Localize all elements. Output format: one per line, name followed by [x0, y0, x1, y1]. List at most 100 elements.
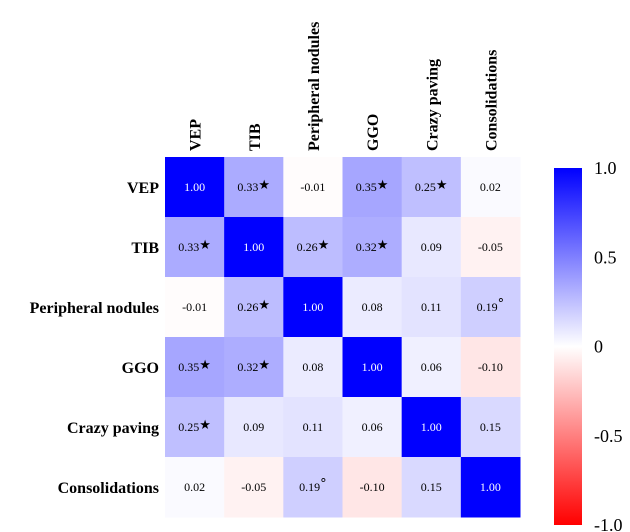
row-label: GGO — [122, 360, 159, 377]
cell-value-label: -0.10 — [478, 360, 503, 374]
cell-value-label: 0.19° — [477, 297, 505, 314]
heatmap-cell — [165, 457, 225, 518]
heatmap-cell — [283, 277, 343, 338]
cell-value-label: 0.08 — [302, 360, 323, 374]
cell-value-label: 0.11 — [303, 420, 324, 434]
cell-value-label: -0.10 — [360, 480, 385, 494]
cell-value-label: 0.09 — [421, 240, 442, 254]
colorbar-tick-label: -0.5 — [594, 426, 623, 446]
cell-value-label: 0.06 — [421, 360, 442, 374]
cell-value-label: 1.00 — [421, 420, 442, 434]
heatmap-cell — [401, 337, 462, 398]
significance-marker: ° — [498, 297, 505, 312]
column-label: VEP — [188, 119, 205, 151]
cell-value-label: 0.35★ — [178, 358, 211, 374]
column-label: Consolidations — [483, 50, 500, 151]
cell-value-label: 0.19° — [299, 477, 327, 494]
significance-marker: ★ — [377, 238, 389, 253]
cell-value-label: 0.02 — [480, 180, 501, 194]
cell-value-label: 1.00 — [302, 300, 323, 314]
heatmap-cell — [460, 217, 521, 278]
heatmap-cell — [401, 157, 462, 218]
heatmap-cell — [401, 397, 462, 458]
heatmap-cell — [224, 337, 284, 398]
cell-value-label: 0.26★ — [297, 238, 330, 254]
cell-value-label: 0.02 — [184, 480, 205, 494]
heatmap-cell — [401, 457, 462, 518]
significance-marker: ★ — [258, 178, 270, 193]
cell-value-label: 0.32★ — [356, 238, 389, 254]
significance-marker: ★ — [199, 238, 211, 253]
cell-value-label: 0.09 — [243, 420, 264, 434]
column-label: TIB — [247, 123, 264, 151]
cell-value-label: 0.15 — [421, 480, 442, 494]
cell-value-label: -0.01 — [182, 300, 207, 314]
significance-marker: ★ — [377, 178, 389, 193]
heatmap-cell — [224, 457, 284, 518]
cell-value-label: 0.35★ — [356, 178, 389, 194]
cell-value-label: -0.05 — [478, 240, 503, 254]
heatmap-cell — [342, 217, 403, 278]
heatmap-cell-labels: 1.00 0.33★ -0.01 0.35★ 0.25★ 0.02 0.33★ 1.00 0.2… — [178, 178, 504, 494]
column-label: Crazy paving — [424, 59, 441, 151]
row-label: VEP — [127, 180, 159, 197]
cell-value-label: 0.33★ — [237, 178, 270, 194]
cell-value-label: 0.08 — [362, 300, 383, 314]
colorbar-tick-label: 1.0 — [594, 158, 617, 178]
row-label: Peripheral nodules — [30, 300, 159, 317]
heatmap-cell — [283, 217, 343, 278]
heatmap-cell — [165, 217, 225, 278]
cell-value-label: 1.00 — [243, 240, 264, 254]
column-label: GGO — [365, 114, 382, 151]
cell-value-label: 0.25★ — [178, 418, 211, 434]
row-labels: VEP TIB Peripheral nodules GGO Crazy paving C… — [30, 180, 160, 497]
cell-value-label: 1.00 — [362, 360, 383, 374]
column-label: Peripheral nodules — [306, 22, 323, 151]
heatmap-cell — [165, 157, 225, 218]
heatmap-cell — [224, 277, 284, 338]
heatmap-cell — [342, 457, 403, 518]
cell-value-label: 1.00 — [184, 180, 205, 194]
heatmap-cell — [165, 277, 225, 338]
heatmap-cell — [460, 397, 521, 458]
cell-value-label: 0.33★ — [178, 238, 211, 254]
row-label: Consolidations — [58, 480, 159, 497]
heatmap-cell — [460, 277, 521, 338]
heatmap-cells — [165, 157, 521, 518]
cell-value-label: -0.05 — [241, 480, 266, 494]
heatmap-cell — [224, 397, 284, 458]
cell-value-label: 0.26★ — [237, 298, 270, 314]
heatmap-cell — [342, 337, 403, 398]
cell-value-label: 0.11 — [421, 300, 442, 314]
heatmap-cell — [283, 397, 343, 458]
colorbar: 1.0 0.5 0 -0.5 -1.0 — [554, 158, 623, 532]
colorbar-tick-label: 0.5 — [594, 247, 617, 267]
heatmap-cell — [342, 157, 403, 218]
colorbar-tick-label: -1.0 — [594, 515, 623, 532]
cell-value-label: 0.06 — [362, 420, 383, 434]
colorbar-gradient — [554, 168, 582, 525]
heatmap-cell — [401, 277, 462, 338]
heatmap-cell — [401, 217, 462, 278]
row-label: Crazy paving — [67, 420, 159, 437]
column-labels: VEP TIB Peripheral nodules GGO Crazy paving C… — [188, 22, 501, 151]
cell-value-label: 0.15 — [480, 420, 501, 434]
heatmap-cell — [460, 337, 521, 398]
significance-marker: ★ — [199, 418, 211, 433]
cell-value-label: 1.00 — [480, 480, 501, 494]
significance-marker: ★ — [318, 238, 330, 253]
row-label: TIB — [131, 240, 159, 257]
heatmap-cell — [224, 217, 284, 278]
cell-value-label: -0.01 — [300, 180, 325, 194]
heatmap-cell — [283, 457, 343, 518]
heatmap-cell — [342, 277, 403, 338]
significance-marker: ★ — [199, 358, 211, 373]
significance-marker: ★ — [258, 298, 270, 313]
significance-marker: ★ — [436, 178, 448, 193]
heatmap-cell — [224, 157, 284, 218]
heatmap-cell — [460, 157, 521, 218]
heatmap-cell — [283, 157, 343, 218]
heatmap-cell — [342, 397, 403, 458]
significance-marker: ★ — [258, 358, 270, 373]
